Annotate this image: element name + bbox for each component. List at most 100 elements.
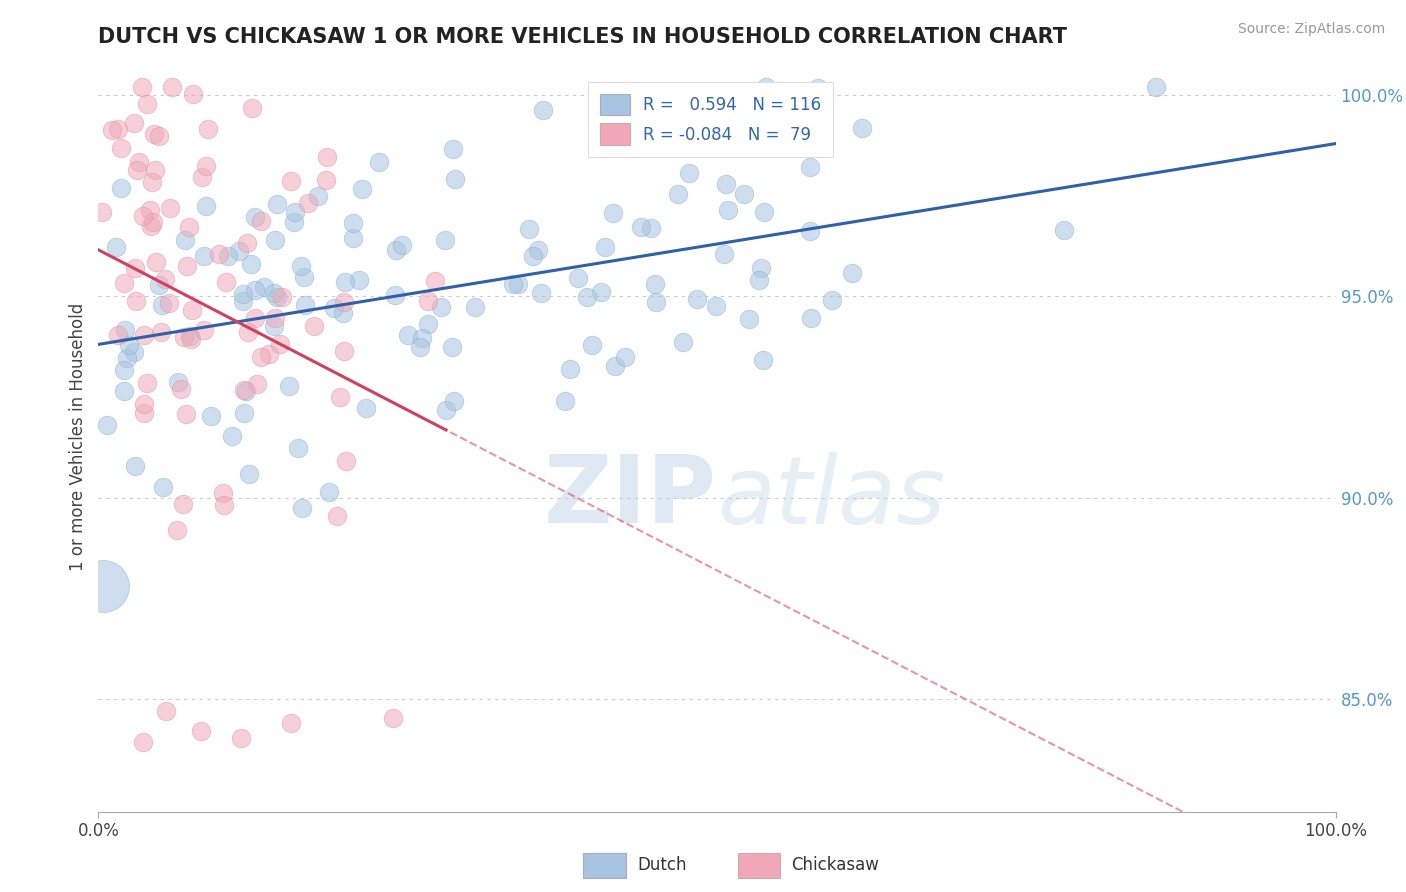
Point	[799, 161, 821, 175]
Point	[666, 186, 689, 201]
Point	[754, 79, 776, 94]
Point	[148, 129, 170, 144]
Point	[263, 233, 285, 247]
Point	[517, 221, 540, 235]
Point	[294, 270, 316, 285]
Point	[526, 243, 548, 257]
Point	[132, 328, 155, 343]
Point	[416, 317, 439, 331]
Point	[522, 249, 544, 263]
Point	[118, 338, 141, 352]
Point	[179, 329, 201, 343]
Point	[90, 204, 112, 219]
Point	[232, 406, 254, 420]
Point	[554, 393, 576, 408]
Point	[644, 277, 666, 291]
Point	[1144, 79, 1167, 94]
Point	[290, 260, 312, 274]
Point	[190, 723, 212, 738]
Point	[287, 441, 309, 455]
Point	[125, 293, 148, 308]
Point	[396, 328, 419, 343]
Point	[238, 325, 260, 339]
Point	[278, 378, 301, 392]
Point	[678, 166, 700, 180]
Point	[342, 216, 364, 230]
Point	[217, 249, 239, 263]
Point	[640, 220, 662, 235]
Point	[127, 162, 149, 177]
Point	[215, 275, 238, 289]
Point	[575, 290, 598, 304]
Point	[335, 454, 357, 468]
Point	[112, 384, 135, 399]
Point	[131, 79, 153, 94]
Point	[149, 325, 172, 339]
Point	[132, 209, 155, 223]
Point	[143, 163, 166, 178]
Point	[183, 87, 205, 101]
Point	[114, 323, 136, 337]
Point	[350, 182, 373, 196]
Point	[96, 417, 118, 432]
Point	[194, 159, 217, 173]
Point	[749, 260, 772, 275]
Point	[391, 238, 413, 252]
Point	[253, 279, 276, 293]
Point	[283, 215, 305, 229]
Point	[333, 275, 356, 289]
Point	[315, 173, 337, 187]
Point	[173, 329, 195, 343]
Point	[686, 293, 709, 307]
Point	[250, 214, 273, 228]
Point	[347, 273, 370, 287]
Point	[806, 80, 828, 95]
Point	[141, 175, 163, 189]
Point	[145, 255, 167, 269]
Point	[128, 154, 150, 169]
Point	[342, 231, 364, 245]
Point	[242, 101, 264, 115]
Point	[800, 310, 823, 325]
Point	[713, 247, 735, 261]
Point	[179, 219, 201, 234]
Point	[124, 459, 146, 474]
Point	[411, 331, 433, 345]
Point	[263, 285, 285, 300]
Point	[124, 260, 146, 275]
Point	[821, 293, 844, 308]
Point	[464, 300, 486, 314]
Point	[167, 376, 190, 390]
Point	[172, 497, 194, 511]
Point	[382, 711, 405, 725]
Point	[200, 409, 222, 423]
Point	[630, 219, 652, 234]
Point	[122, 345, 145, 359]
Point	[212, 498, 235, 512]
Point	[368, 154, 391, 169]
Point	[733, 187, 755, 202]
Text: Chickasaw: Chickasaw	[792, 856, 880, 874]
Point	[150, 298, 173, 312]
Point	[280, 715, 302, 730]
Point	[593, 239, 616, 253]
Point	[221, 429, 243, 443]
Point	[443, 394, 465, 409]
Point	[193, 323, 215, 337]
Point	[531, 103, 554, 117]
Point	[208, 246, 231, 260]
Point	[249, 351, 271, 365]
Point	[502, 277, 524, 291]
Point	[235, 384, 257, 398]
Point	[416, 294, 439, 309]
Point	[266, 196, 288, 211]
Point	[440, 340, 463, 354]
Point	[257, 347, 280, 361]
Point	[333, 344, 356, 359]
Point	[112, 363, 135, 377]
Point	[152, 480, 174, 494]
Point	[159, 296, 181, 310]
Point	[704, 299, 727, 313]
Text: Source: ZipAtlas.com: Source: ZipAtlas.com	[1237, 22, 1385, 37]
Point	[323, 301, 346, 315]
